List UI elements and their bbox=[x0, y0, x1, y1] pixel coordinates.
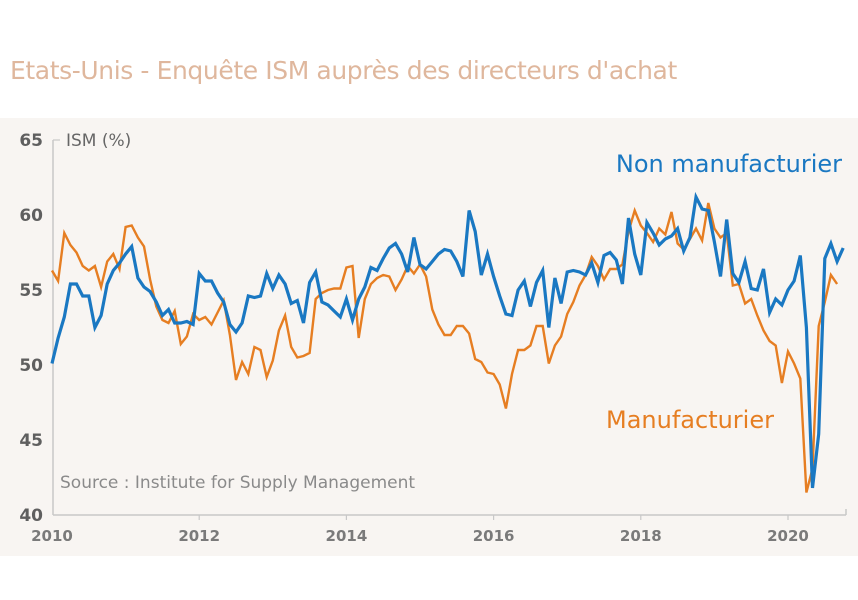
y-tick-label: 40 bbox=[19, 506, 43, 526]
x-tick-label: 2016 bbox=[473, 527, 515, 545]
y-tick-label: 60 bbox=[19, 206, 43, 226]
x-axis-ticks: 2010 2012 2014 2016 2018 2020 bbox=[31, 515, 809, 545]
axes bbox=[52, 139, 847, 516]
y-axis-label: ISM (%) bbox=[66, 131, 131, 151]
x-tick-label: 2020 bbox=[767, 527, 809, 545]
y-tick-label: 45 bbox=[19, 431, 43, 451]
chart-title: Etats-Unis - Enquête ISM auprès des dire… bbox=[10, 56, 677, 85]
x-tick-label: 2018 bbox=[620, 527, 662, 545]
chart-panel bbox=[0, 118, 858, 556]
y-tick-label: 65 bbox=[19, 131, 43, 151]
series-lines bbox=[50, 191, 845, 493]
y-axis-ticks: 40 45 50 55 60 65 bbox=[19, 131, 43, 526]
legend-manufacturing: Manufacturier bbox=[606, 406, 774, 434]
x-tick-label: 2012 bbox=[178, 527, 220, 545]
y-tick-label: 50 bbox=[19, 356, 43, 376]
series-line-non-manufacturing bbox=[50, 191, 845, 489]
x-tick-label: 2014 bbox=[326, 527, 368, 545]
legend-non-manufacturing: Non manufacturier bbox=[616, 150, 842, 178]
series-line-manufacturing bbox=[50, 202, 839, 493]
source-note: Source : Institute for Supply Management bbox=[60, 473, 415, 493]
x-tick-label: 2010 bbox=[31, 527, 73, 545]
y-tick-label: 55 bbox=[19, 281, 43, 301]
